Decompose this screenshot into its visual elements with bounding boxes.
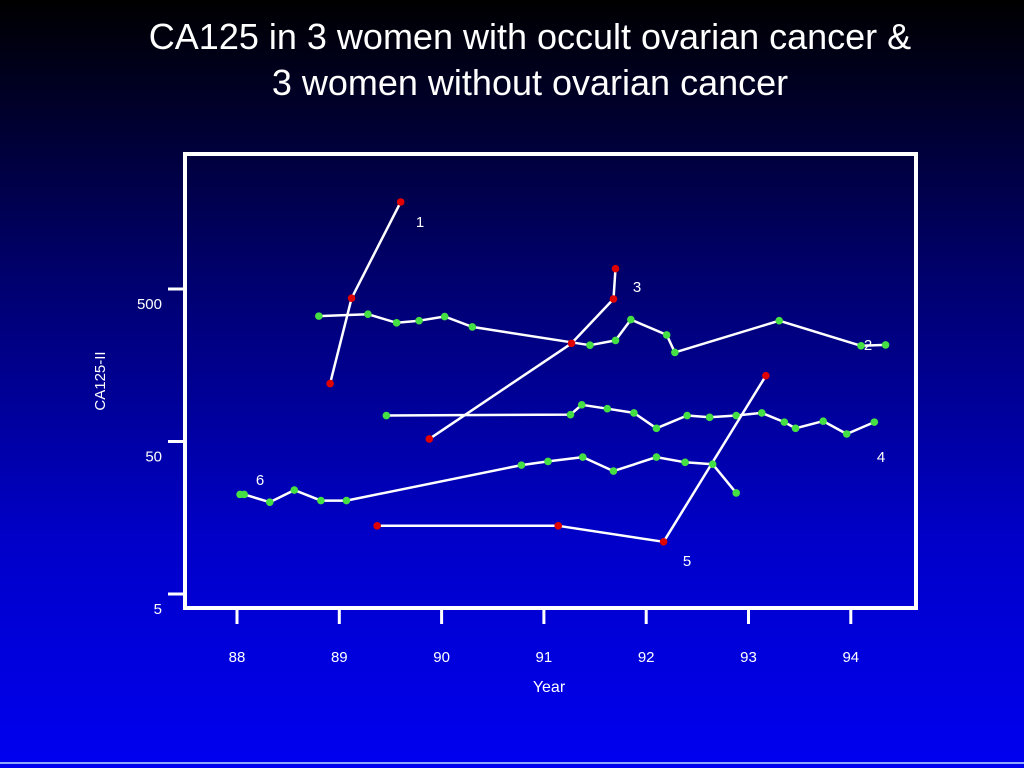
y-tick-label-50: 50 [145,449,162,466]
series-6-point-2 [265,498,274,506]
series-3-point-2 [609,295,618,303]
series-2-point-0 [315,312,323,320]
series-3-point-0 [425,435,434,443]
series-4: 4 [382,401,885,466]
series-4-point-5 [652,424,661,433]
series-2-point-6 [586,341,594,350]
series-6-point-13 [732,489,741,497]
series-2: 2 [315,310,890,357]
series-6-point-8 [578,453,587,461]
series-1-line [328,201,402,384]
series-6-point-11 [681,458,689,467]
series-6-point-6 [517,461,526,469]
series-layer: 1 2 3 4 5 6 [236,198,890,570]
series-5-line [377,375,767,544]
series-5-point-1 [554,522,563,530]
series-5-point-3 [762,371,770,380]
series-6-point-5 [342,496,351,505]
series-6-point-1 [240,490,248,499]
x-axis-label: Year [533,679,566,696]
series-2-point-7 [611,336,620,345]
series-4-label: 4 [877,449,885,466]
series-2-point-1 [364,310,372,318]
series-4-point-14 [870,418,879,426]
series-3-label: 3 [633,279,641,296]
series-4-point-3 [603,404,612,413]
series-1-label: 1 [416,214,424,231]
bottom-rule [0,762,1024,764]
series-2-point-11 [775,316,783,325]
series-2-point-4 [440,312,449,321]
series-2-point-2 [392,319,401,327]
series-3: 3 [425,264,641,443]
y-tick-label-500: 500 [137,296,162,313]
series-2-point-13 [881,341,890,349]
series-1: 1 [326,198,424,388]
series-3-line [428,268,617,440]
series-4-point-2 [577,401,586,409]
series-2-point-3 [415,316,423,325]
series-6-point-3 [290,486,299,494]
series-4-point-6 [683,411,691,420]
series-4-point-0 [382,411,391,420]
series-3-point-1 [567,339,576,348]
x-tick-label-89: 89 [331,649,348,666]
series-6-point-10 [652,453,661,461]
series-6: 6 [236,453,741,506]
series-5-point-0 [373,522,381,530]
series-6-point-4 [317,496,325,505]
x-tick-label-91: 91 [536,649,553,666]
x-tick-label-93: 93 [740,649,757,666]
x-tick-label-94: 94 [842,649,859,666]
slide-title-line-2: 3 women without ovarian cancer [271,62,789,103]
series-4-point-7 [705,413,714,422]
x-axis: 88 89 90 91 92 93 94 [229,608,859,666]
series-4-point-12 [819,417,827,425]
series-2-point-10 [671,348,679,357]
y-axis: 5 50 500 [137,287,185,618]
series-4-point-9 [757,409,766,417]
series-4-point-10 [780,418,789,426]
series-2-point-12 [857,342,865,350]
x-tick-label-92: 92 [638,649,655,666]
series-2-point-5 [468,323,477,331]
series-2-point-9 [662,331,671,339]
series-5-point-2 [659,537,668,546]
x-tick-label-88: 88 [229,649,246,666]
y-tick-label-5: 5 [154,601,162,618]
series-4-point-11 [791,424,800,433]
series-4-point-1 [566,410,575,419]
series-2-point-8 [627,315,635,324]
slide-title-line-1: CA125 in 3 women with occult ovarian can… [148,16,912,57]
x-tick-label-90: 90 [433,649,450,666]
series-4-point-8 [732,411,741,420]
series-5: 5 [373,371,770,570]
series-2-line [318,312,886,354]
series-6-point-7 [544,457,552,466]
series-2-label: 2 [864,337,872,354]
series-4-point-13 [842,430,851,438]
plot-frame [183,152,918,610]
series-1-point-0 [326,379,334,388]
series-6-line [240,455,738,504]
series-4-point-4 [630,409,638,417]
series-6-point-12 [708,460,717,468]
series-6-label: 6 [256,472,264,489]
series-6-point-9 [609,467,618,475]
series-3-point-3 [611,264,620,273]
y-axis-label: CA125-II [92,351,109,410]
slide-title: CA125 in 3 women with occult ovarian can… [0,14,1024,106]
series-5-label: 5 [683,553,691,570]
series-1-point-2 [396,198,405,206]
series-1-point-1 [347,294,356,303]
